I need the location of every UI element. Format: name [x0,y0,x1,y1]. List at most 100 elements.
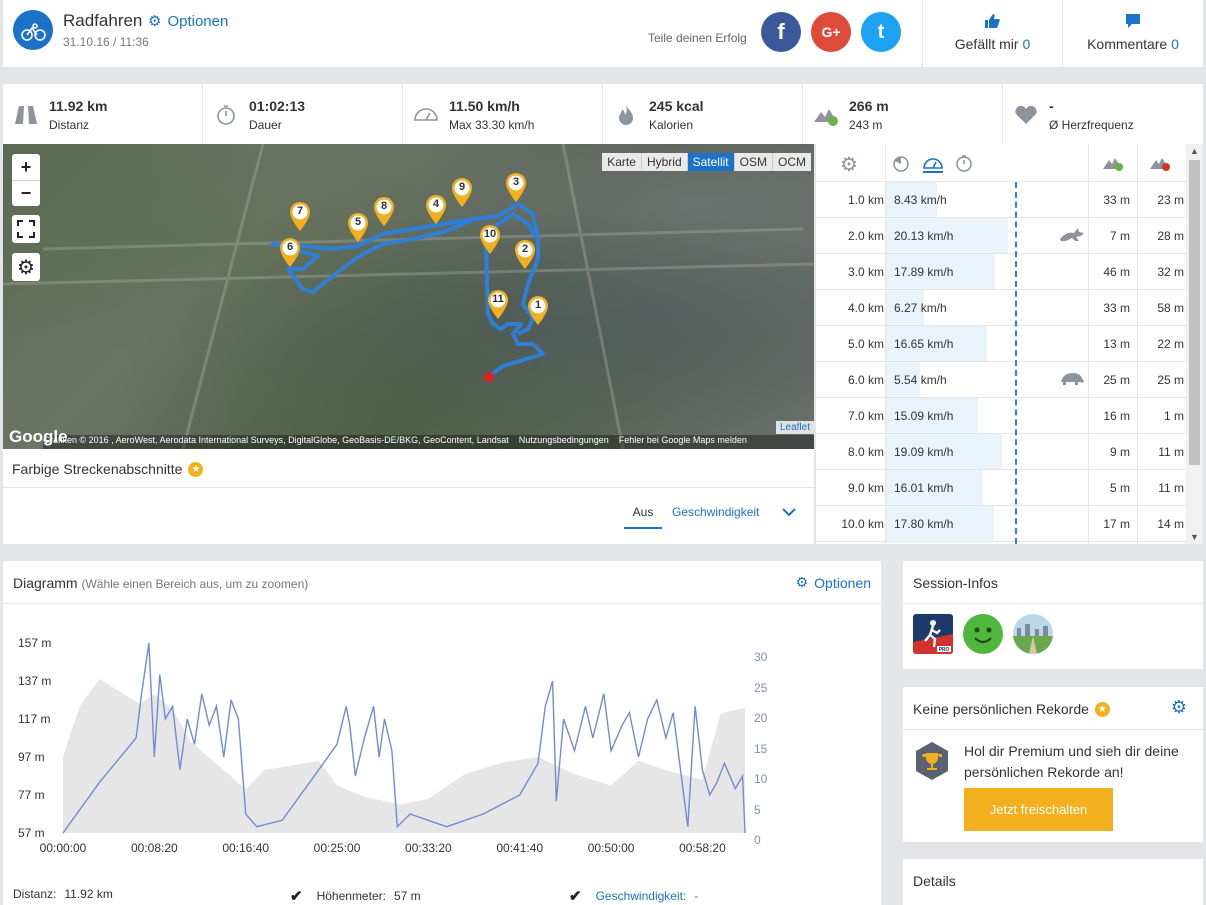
stat-value: - [1049,98,1054,114]
route-marker-10[interactable]: 10 [478,223,502,255]
checkmark-icon: ✔ [290,888,303,905]
scroll-down-icon[interactable]: ▼ [1190,532,1199,542]
y-axis-right-tick: 0 [754,833,761,847]
elevation-toggle[interactable]: ✔ Höhenmeter: 57 m [290,887,421,905]
diagram-title-text: Diagramm [13,575,78,591]
split-descent: 58 m [1157,301,1184,315]
layer-karte[interactable]: Karte [602,153,642,171]
elevation-speed-chart[interactable] [3,561,881,851]
stat-elevation: 266 m 243 m [803,84,1003,144]
x-axis-tick: 00:00:00 [39,841,87,855]
speed-toggle[interactable]: ✔ Geschwindigkeit: - [569,887,698,905]
stat-speed: 11.50 km/h Max 33.30 km/h [403,84,603,144]
records-message: Hol dir Premium und sieh dir deine persö… [964,743,1179,780]
split-speed-bar [886,434,1002,469]
y-axis-right-tick: 5 [754,802,761,817]
split-row[interactable]: 8.0 km 19.09 km/h 9 m 11 m [816,434,1186,470]
split-row[interactable]: 3.0 km 17.89 km/h 46 m 32 m [816,254,1186,290]
split-distance: 10.0 km [841,517,884,531]
split-row[interactable]: 10.0 km 17.80 km/h 17 m 14 m [816,506,1186,542]
scrollbar-thumb[interactable] [1189,160,1200,465]
map-settings-button[interactable]: ⚙ [12,253,40,281]
unlock-premium-button[interactable]: Jetzt freischalten [964,788,1113,831]
gear-icon: ⚙ [795,574,809,590]
split-row[interactable]: 4.0 km 6.27 km/h 33 m 58 m [816,290,1186,326]
route-marker-label: 5 [354,216,362,228]
layer-ocm[interactable]: OCM [773,153,811,171]
route-marker-label: 11 [492,293,504,305]
diagram-options-link[interactable]: ⚙ Optionen [796,574,871,591]
split-ascent: 16 m [1103,409,1130,423]
comments-button[interactable]: Kommentare 0 [1062,0,1203,67]
split-row[interactable]: 2.0 km 20.13 km/h 7 m 28 m [816,218,1186,254]
activity-options-link[interactable]: ⚙ Optionen [148,12,228,31]
route-marker-2[interactable]: 2 [513,238,537,270]
twitter-icon: t [877,20,885,43]
mood-happy-icon [963,614,1003,654]
chevron-down-icon[interactable] [781,506,797,518]
route-marker-3[interactable]: 3 [504,171,528,203]
route-overlay [3,144,814,449]
stopwatch-icon [217,105,235,125]
distance-summary: Distanz: 11.92 km [13,887,113,901]
route-marker-label: 1 [534,299,542,311]
scroll-up-icon[interactable]: ▲ [1190,146,1199,156]
records-title-text: Keine persönlichen Rekorde [913,701,1089,717]
google-share-button[interactable]: G+ [811,12,851,52]
thumbs-up-icon [985,14,1000,28]
layer-satellit[interactable]: Satellit [687,153,735,171]
tab-off[interactable]: Aus [624,505,662,529]
route-marker-7[interactable]: 7 [288,200,312,232]
split-row[interactable]: 9.0 km 16.01 km/h 5 m 11 m [816,470,1186,506]
twitter-share-button[interactable]: t [861,12,901,52]
report-link[interactable]: Fehler bei Google Maps melden [618,435,747,445]
stat-label: Distanz [49,118,90,132]
split-descent: 28 m [1157,229,1184,243]
route-marker-6[interactable]: 6 [278,236,302,268]
route-marker-11[interactable]: 11 [486,288,510,320]
gear-icon[interactable]: ⚙ [1170,697,1187,717]
split-distance: 3.0 km [847,265,884,279]
x-axis-tick: 00:33:20 [405,841,452,855]
layer-osm[interactable]: OSM [734,153,773,171]
divider [885,144,886,544]
split-distance: 2.0 km [847,229,884,243]
leaflet-link[interactable]: Leaflet [775,421,814,434]
records-card: Keine persönlichen Rekorde ★ ⚙ Hol dir P… [903,687,1203,842]
average-speed-line [1015,182,1017,544]
split-ascent: 46 m [1103,265,1130,279]
splits-scrollbar[interactable]: ▲ ▼ [1186,144,1203,544]
app-runtastic-pro-icon[interactable]: PRO [913,614,953,654]
route-marker-8[interactable]: 8 [372,195,396,227]
zoom-out-button[interactable]: − [12,180,40,206]
star-icon: ★ [1094,701,1110,717]
terms-link[interactable]: Nutzungsbedingungen [518,435,609,445]
split-row[interactable]: 1.0 km 8.43 km/h 33 m 23 m [816,182,1186,218]
zoom-in-button[interactable]: + [20,156,32,177]
y-axis-right-tick: 10 [754,772,768,786]
records-title: Keine persönlichen Rekorde ★ [913,701,1110,717]
route-marker-label: 3 [512,176,520,188]
gear-icon[interactable]: ⚙ [840,154,858,176]
tab-speed[interactable]: Geschwindigkeit [672,505,760,519]
fullscreen-button[interactable] [12,215,40,243]
split-row[interactable]: 5.0 km 16.65 km/h 13 m 22 m [816,326,1186,362]
pace-icon[interactable] [892,154,910,172]
like-button[interactable]: Gefällt mir 0 [922,0,1062,67]
turtle-icon [1058,371,1086,390]
split-row[interactable]: 7.0 km 15.09 km/h 16 m 1 m [816,398,1186,434]
comment-icon [1126,14,1140,28]
stopwatch-icon[interactable] [955,154,973,172]
facebook-share-button[interactable]: f [761,12,801,52]
route-marker-5[interactable]: 5 [346,211,370,243]
route-marker-9[interactable]: 9 [450,176,474,208]
route-map[interactable]: + − ⚙ Karte Hybrid Satellit OSM OCM 1 2 3 4… [3,144,814,449]
route-marker-4[interactable]: 4 [424,193,448,225]
trophy-icon [916,742,948,780]
elevation-value: 57 m [393,889,421,903]
layer-hybrid[interactable]: Hybrid [641,153,688,171]
speed-tab-icon[interactable] [922,153,944,173]
split-row[interactable]: 6.0 km 5.54 km/h 25 m 25 m [816,362,1186,398]
route-marker-1[interactable]: 1 [526,294,550,326]
google-logo: Google [9,427,68,446]
